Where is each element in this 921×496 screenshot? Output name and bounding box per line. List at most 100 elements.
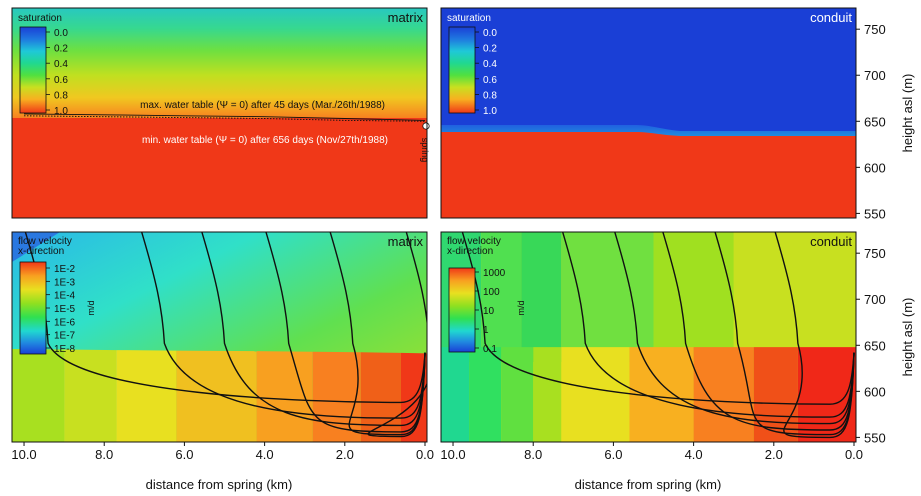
x-axis-right: 10.0 8.0 6.0 4.0 2.0 0.0	[440, 442, 863, 462]
panel-title: matrix	[388, 10, 424, 25]
panel-frame	[11, 231, 428, 443]
legend-subtitle: x-direction	[447, 246, 493, 257]
y-tick-label: 650	[864, 338, 886, 353]
velocity-band	[360, 352, 401, 442]
panel-bottom-right: conduit flow velocity x-direction 100010…	[440, 231, 857, 443]
colorbar-label: 1000	[483, 268, 506, 279]
panel-frame	[440, 231, 857, 443]
colorbar-labels: 1000 100 10 1 0.1	[475, 268, 506, 355]
legend-title: flow velocity	[447, 236, 501, 247]
velocity-band	[533, 347, 562, 442]
x-tick-label: 6.0	[604, 447, 622, 462]
colorbar-label: 1E-6	[54, 317, 76, 328]
saturated-zone	[12, 118, 427, 218]
streamlines	[461, 232, 855, 439]
panel-title: conduit	[810, 10, 852, 25]
streamline	[461, 232, 855, 405]
velocity-colorbar	[448, 267, 476, 353]
legend-subtitle: x-direction	[18, 246, 64, 257]
saturated-velocity-bands	[12, 232, 427, 442]
y-tick-label: 700	[864, 292, 886, 307]
velocity-band	[12, 348, 65, 442]
x-tick-label: 8.0	[95, 447, 113, 462]
x-tick-label: 10.0	[440, 447, 465, 462]
panel-bottom-left: matrix flow velocity x-direction 1E-21E-…	[11, 231, 428, 443]
velocity-band	[561, 232, 654, 362]
colorbar-label: 0.6	[483, 75, 497, 86]
streamline	[714, 232, 855, 436]
colorbar-labels: 0.0 0.2 0.4 0.6 0.8 1.0	[475, 28, 497, 117]
velocity-band	[501, 347, 534, 442]
max-water-table-line	[23, 113, 426, 121]
streamline	[662, 232, 855, 431]
colorbar-label: 0.0	[483, 28, 497, 39]
unsaturated-zone	[12, 8, 427, 120]
streamline	[774, 232, 855, 439]
streamline	[201, 232, 426, 427]
streamline	[329, 232, 426, 436]
x-axis-label: distance from spring (km)	[146, 477, 293, 492]
y-tick-label: 750	[864, 246, 886, 261]
y-axis-bottom: 550 600 650 700 750	[856, 246, 886, 445]
colorbar-label: 0.8	[483, 90, 497, 101]
colorbar-label: 1E-5	[54, 304, 76, 315]
colorbar-label: 0.6	[54, 75, 68, 86]
saturation-colorbar	[448, 26, 476, 114]
y-tick-label: 750	[864, 22, 886, 37]
y-tick-label: 600	[864, 160, 886, 175]
colorbar-label: 1E-2	[54, 264, 76, 275]
velocity-band	[561, 347, 630, 442]
min-water-table-line	[23, 115, 426, 122]
colorbar-label: 0.0	[54, 28, 68, 39]
y-tick-label: 700	[864, 68, 886, 83]
velocity-band	[733, 232, 856, 362]
panel-top-left: matrix saturation 0.0 0.2 0.4 0.6 0.8 1.0 max…	[11, 7, 430, 219]
velocity-band	[481, 232, 522, 362]
streamline	[614, 232, 855, 425]
saturation-colorbar	[19, 26, 47, 114]
x-tick-label: 0.0	[416, 447, 434, 462]
y-tick-label: 550	[864, 206, 886, 221]
streamline	[140, 232, 426, 419]
x-tick-label: 0.0	[845, 447, 863, 462]
colorbar-label: 0.4	[483, 59, 497, 70]
colorbar-label: 0.2	[54, 44, 68, 55]
velocity-band	[256, 351, 313, 442]
colorbar-label: 1	[483, 325, 489, 336]
velocity-band	[693, 347, 754, 442]
velocity-band	[469, 347, 502, 442]
x-tick-label: 6.0	[175, 447, 193, 462]
velocity-band	[521, 232, 562, 362]
colorbar-label: 10	[483, 306, 495, 317]
velocity-band	[116, 350, 177, 442]
colorbar-label: 1E-3	[54, 277, 76, 288]
y-axis-label: height asl (m)	[900, 74, 915, 153]
velocity-band	[312, 351, 361, 442]
colorbar-label: 1E-4	[54, 291, 76, 302]
y-axis-label: height asl (m)	[900, 298, 915, 377]
x-axis-left: 10.0 8.0 6.0 4.0 2.0 0.0	[11, 442, 434, 462]
saturated-zone	[441, 132, 856, 218]
velocity-band	[12, 232, 60, 262]
x-tick-label: 4.0	[256, 447, 274, 462]
colorbar-label: 0.4	[54, 59, 68, 70]
velocity-band	[176, 350, 257, 442]
colorbar-labels: 1E-2 1E-3 1E-4 1E-5 1E-6 1E-7 1E-8	[46, 264, 76, 355]
colorbar-labels: 0.0 0.2 0.4 0.6 0.8 1.0	[46, 28, 68, 117]
x-tick-label: 2.0	[336, 447, 354, 462]
velocity-band	[797, 347, 856, 442]
colorbar-label: 100	[483, 287, 500, 298]
streamline	[367, 232, 427, 438]
max-water-table-annotation: max. water table (Ψ = 0) after 45 days (…	[140, 100, 385, 111]
min-water-table-annotation: min. water table (Ψ = 0) after 656 days …	[142, 135, 388, 146]
y-tick-label: 600	[864, 384, 886, 399]
x-tick-label: 10.0	[11, 447, 36, 462]
colorbar-label: 0.2	[483, 44, 497, 55]
x-axis-label: distance from spring (km)	[575, 477, 722, 492]
legend-title: flow velocity	[18, 236, 72, 247]
spring-annotation: spring	[420, 138, 430, 163]
colorbar-label: 1.0	[54, 106, 68, 117]
legend-title: saturation	[18, 13, 62, 24]
y-axis-top: 550 600 650 700 750	[856, 22, 886, 221]
